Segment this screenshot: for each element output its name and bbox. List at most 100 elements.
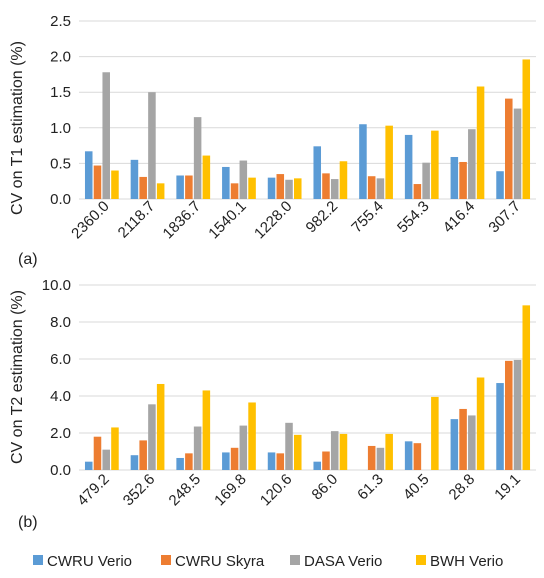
bar-b-bwh-verio	[248, 402, 256, 470]
legend-swatch	[290, 555, 300, 565]
bar-a-bwh-verio	[522, 59, 531, 200]
legend-swatch	[416, 555, 426, 565]
bar-b-cwru-verio	[130, 455, 139, 470]
bar-b-cwru-verio	[450, 419, 459, 470]
bar-b-bwh-verio	[385, 433, 393, 470]
bar-b-cwru-verio	[267, 452, 276, 470]
bar-a-cwru-verio	[222, 166, 230, 199]
x-tick-label-b: 86.0	[309, 471, 342, 504]
x-tick-label-b: 19.1	[491, 471, 524, 504]
x-tick-label-a: 1836.7	[160, 198, 204, 242]
x-tick-label-a: 416.4	[440, 198, 479, 237]
bar-a-cwru-skyra	[276, 174, 285, 199]
bar-a-bwh-verio	[111, 170, 119, 199]
panel-label-a: (a)	[18, 251, 38, 268]
x-tick-label-a: 554.3	[394, 198, 433, 237]
x-tick-label-b: 40.5	[400, 471, 433, 504]
bar-a-bwh-verio	[431, 130, 439, 199]
bar-b-dasa-verio	[148, 404, 156, 470]
x-tick-label-a: 2118.7	[115, 198, 159, 242]
y-tick-label-b: 0.0	[50, 462, 71, 479]
y-tick-label-a: 0.0	[50, 191, 71, 208]
y-tick-label-b: 4.0	[50, 388, 71, 405]
bar-a-cwru-verio	[84, 151, 93, 199]
y-tick-label-b: 2.0	[50, 425, 71, 442]
x-tick-label-a: 1540.1	[205, 198, 249, 242]
bar-b-bwh-verio	[339, 433, 348, 470]
legend-swatch	[161, 555, 171, 565]
legend-label: DASA Verio	[304, 553, 382, 570]
bar-b-cwru-verio	[404, 441, 413, 470]
bar-b-bwh-verio	[522, 305, 531, 470]
bar-a-cwru-verio	[267, 177, 276, 199]
bar-a-cwru-skyra	[185, 175, 193, 199]
chart-panel-a: CV on T1 estimation (%) (a) 0.0 0.5 1.0 1.5…	[9, 13, 536, 268]
y-tick-label-a: 1.0	[50, 120, 71, 137]
bar-a-dasa-verio	[148, 92, 156, 199]
bar-a-dasa-verio	[193, 117, 202, 199]
x-tick-label-a: 982.2	[303, 198, 342, 237]
bar-b-cwru-skyra	[367, 445, 376, 470]
x-tick-label-a: 755.4	[348, 198, 387, 237]
bar-a-bwh-verio	[202, 155, 211, 199]
legend-swatch	[33, 555, 43, 565]
bar-b-dasa-verio	[376, 447, 385, 470]
bar-a-cwru-skyra	[505, 98, 513, 199]
panel-label-b: (b)	[18, 514, 38, 531]
bar-b-cwru-skyra	[230, 447, 239, 470]
chart-panel-b: CV on T2 estimation (%) (b) 0.0 2.0 4.0 6.0…	[9, 277, 536, 531]
bar-a-dasa-verio	[102, 72, 110, 199]
bar-a-cwru-skyra	[459, 161, 467, 199]
y-axis-label-b: CV on T2 estimation (%)	[9, 290, 26, 464]
y-tick-label-a: 0.5	[50, 155, 71, 172]
bar-b-cwru-skyra	[93, 436, 102, 470]
bar-b-bwh-verio	[156, 383, 165, 470]
bar-b-bwh-verio	[431, 396, 439, 470]
bar-a-dasa-verio	[422, 162, 430, 199]
bar-b-cwru-verio	[496, 383, 504, 470]
bar-b-dasa-verio	[193, 426, 202, 470]
bar-b-cwru-skyra	[322, 451, 330, 470]
x-tick-label-a: 2360.0	[68, 198, 112, 242]
bar-b-bwh-verio	[202, 390, 211, 470]
bar-b-cwru-skyra	[505, 360, 513, 470]
bar-a-cwru-verio	[404, 134, 413, 199]
bar-b-cwru-verio	[313, 461, 322, 470]
bar-b-cwru-skyra	[459, 408, 467, 470]
bar-b-bwh-verio	[111, 427, 119, 470]
bar-a-cwru-verio	[313, 146, 322, 199]
y-tick-label-a: 2.5	[50, 13, 71, 30]
bar-b-cwru-skyra	[413, 443, 422, 470]
bar-a-bwh-verio	[293, 178, 302, 199]
bar-b-bwh-verio	[476, 377, 485, 470]
legend: CWRU Verio CWRU Skyra DASA Verio BWH Verio	[33, 553, 503, 570]
bar-b-cwru-verio	[222, 452, 230, 470]
x-tick-label-a: 1228.0	[251, 198, 295, 242]
bar-b-dasa-verio	[285, 422, 293, 470]
bar-a-cwru-verio	[176, 175, 184, 199]
y-tick-label-b: 10.0	[42, 277, 71, 294]
bar-b-cwru-verio	[84, 461, 93, 470]
x-tick-label-b: 169.8	[211, 471, 250, 510]
bar-b-cwru-verio	[176, 457, 184, 470]
bar-a-cwru-verio	[496, 171, 504, 199]
legend-label: CWRU Skyra	[175, 553, 265, 570]
x-tick-label-b: 479.2	[74, 471, 113, 510]
bar-a-cwru-skyra	[230, 183, 239, 199]
y-axis-label-a: CV on T1 estimation (%)	[9, 41, 26, 215]
bar-a-bwh-verio	[385, 125, 393, 199]
bar-b-dasa-verio	[468, 415, 476, 470]
x-tick-label-b: 61.3	[354, 471, 387, 504]
x-tick-label-b: 120.6	[257, 471, 296, 510]
bar-a-cwru-verio	[359, 124, 367, 199]
legend-label: BWH Verio	[430, 553, 503, 570]
bar-a-cwru-skyra	[139, 176, 147, 199]
bar-a-dasa-verio	[513, 108, 522, 199]
bar-a-bwh-verio	[156, 183, 165, 199]
bar-b-dasa-verio	[513, 359, 522, 470]
bar-a-bwh-verio	[248, 177, 256, 199]
bar-a-cwru-verio	[450, 156, 459, 199]
x-tick-label-b: 28.8	[446, 471, 479, 504]
y-tick-label-a: 1.5	[50, 84, 71, 101]
